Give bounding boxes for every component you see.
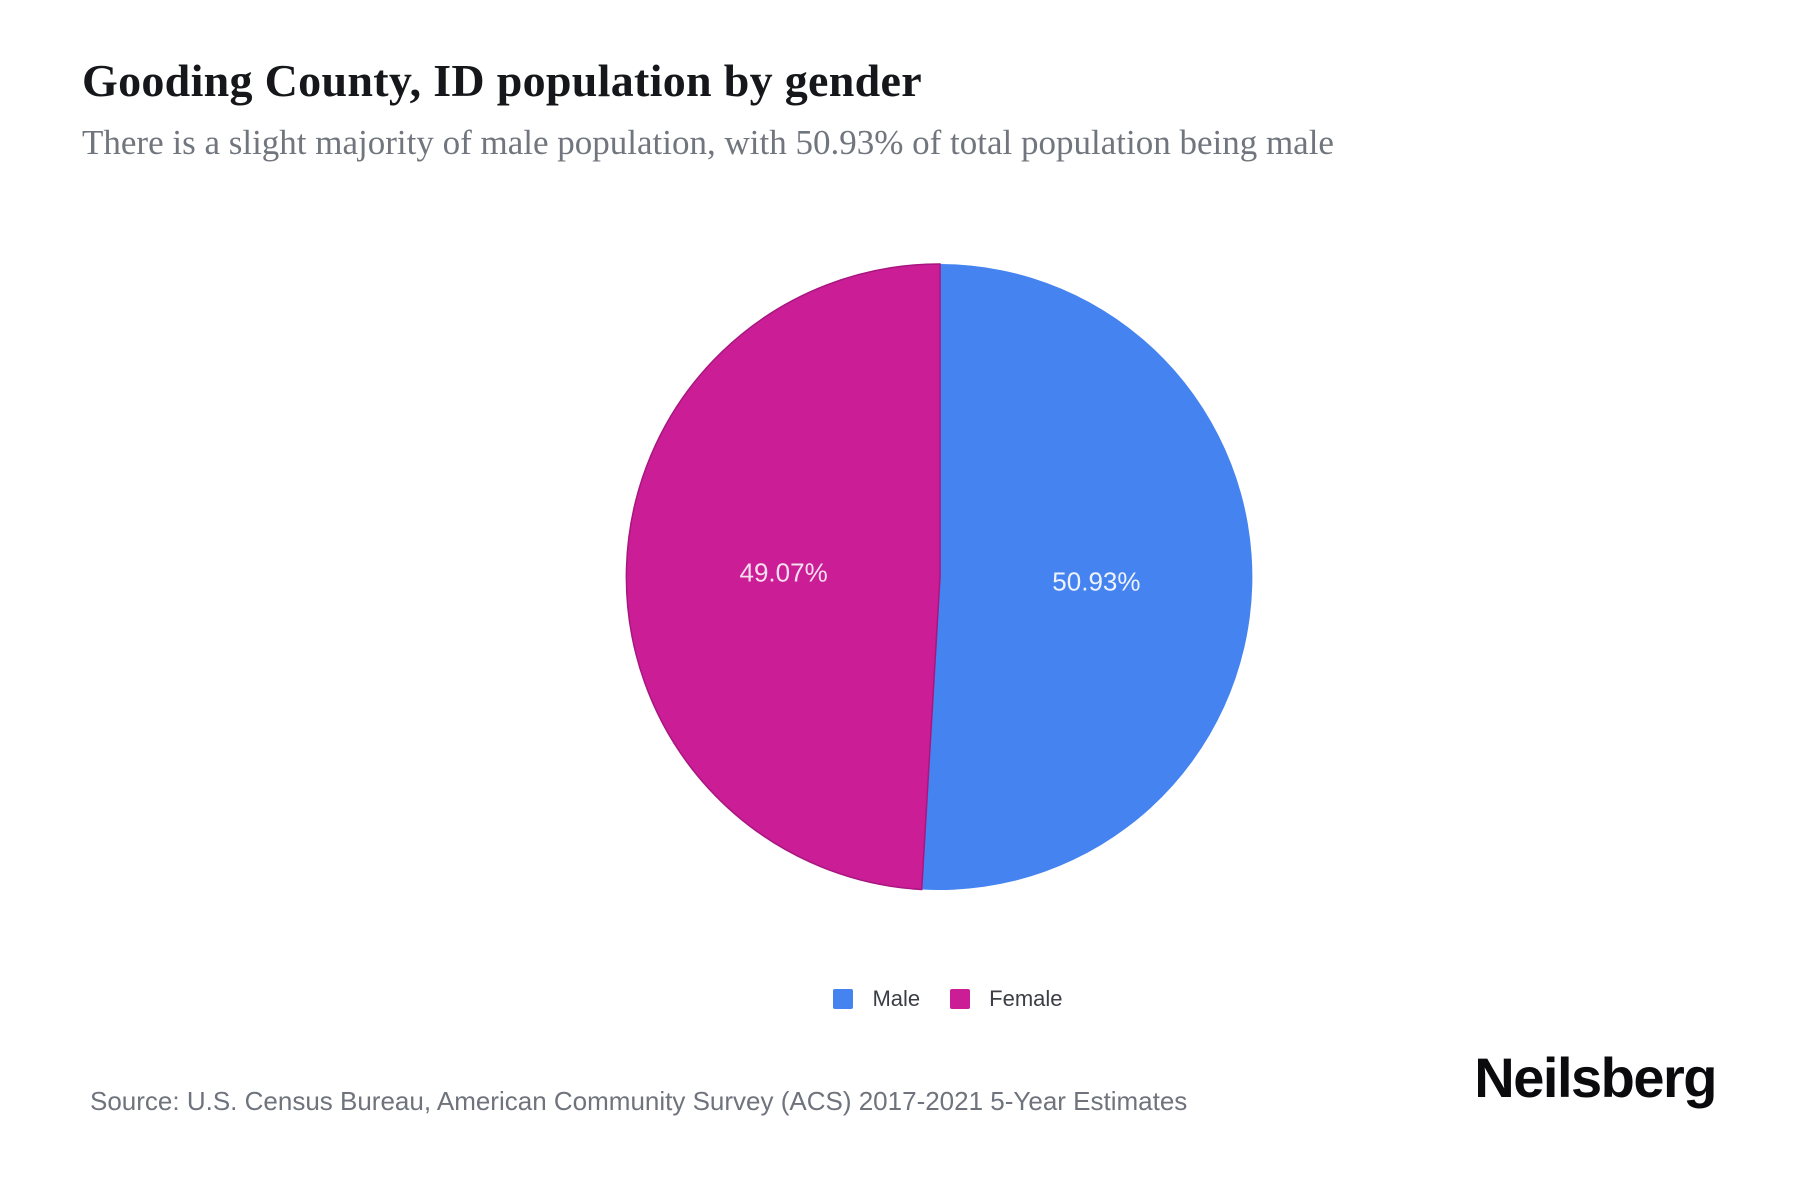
legend: Male Female [96,986,1800,1012]
pie-slice-male[interactable] [921,264,1253,890]
legend-label-male: Male [872,986,921,1011]
pie-slice-female[interactable] [625,263,941,891]
chart-title: Gooding County, ID population by gender [82,55,922,106]
pie-chart: 50.93% 49.07% [625,263,1253,891]
legend-item-male[interactable]: Male [833,986,920,1012]
legend-swatch-female-icon [950,989,971,1009]
legend-label-female: Female [989,986,1063,1011]
source-note: Source: U.S. Census Bureau, American Com… [90,1086,1188,1116]
brand-logo: Neilsberg [1474,1046,1717,1109]
chart-subtitle: There is a slight majority of male popul… [82,123,1334,162]
pie-value-label-female: 49.07% [740,557,828,587]
pie-value-label-male: 50.93% [1052,567,1140,597]
legend-item-female[interactable]: Female [950,986,1063,1012]
legend-swatch-male-icon [833,989,854,1009]
